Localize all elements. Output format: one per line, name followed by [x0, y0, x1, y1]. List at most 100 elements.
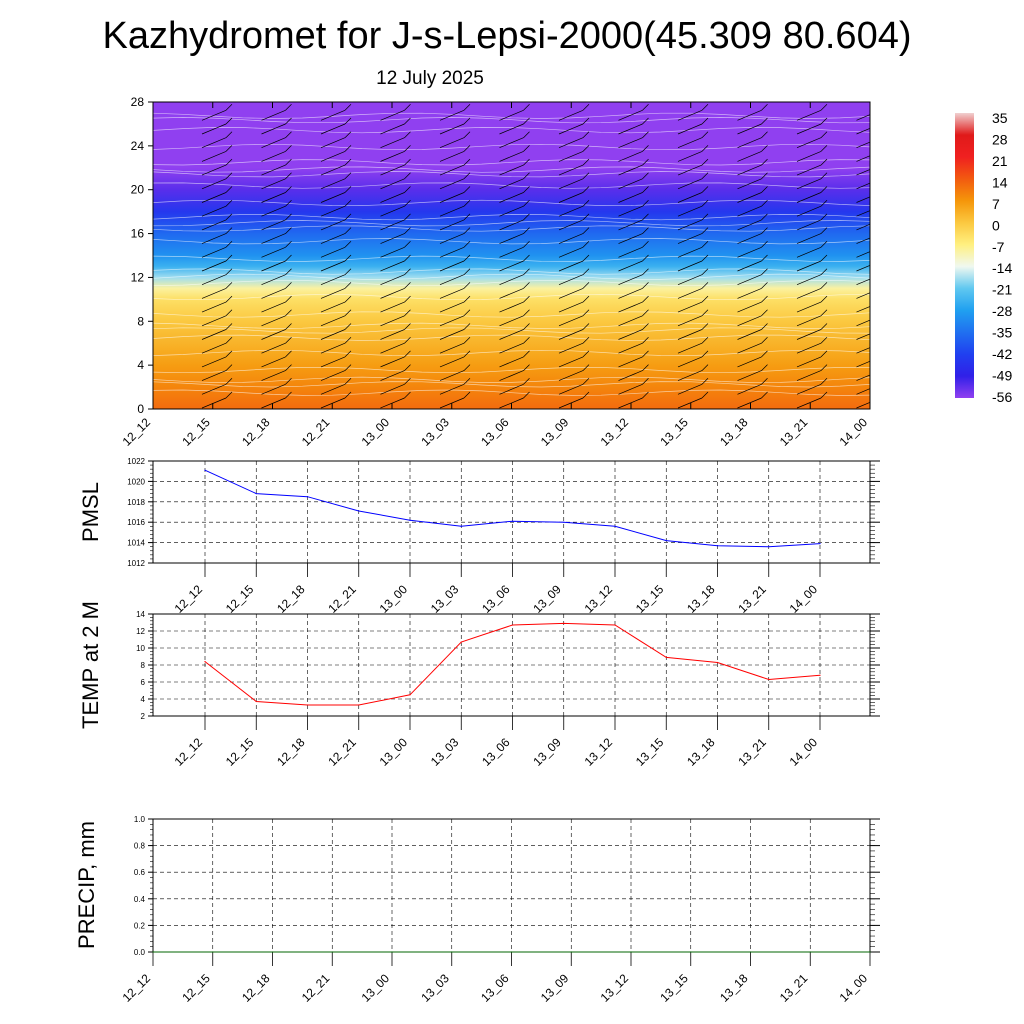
wind-barb-shaft	[558, 246, 584, 258]
wind-barb-shaft	[261, 274, 286, 286]
wind-barb-flag	[701, 323, 709, 330]
y-tick-label: 0	[137, 402, 144, 416]
wind-barb-shaft	[618, 356, 643, 368]
wind-barb-flag	[642, 172, 649, 180]
x-tick-label: 13_09	[538, 971, 572, 1005]
wind-barb-shaft	[380, 274, 405, 286]
wind-barb-flag	[701, 350, 709, 358]
wind-barb-flag	[225, 104, 233, 111]
wind-barb-flag	[344, 227, 352, 234]
wind-barb-flag	[404, 158, 411, 166]
wind-barb-flag	[761, 213, 768, 221]
wind-barb-shaft	[856, 264, 870, 272]
data-point	[869, 951, 871, 953]
x-tick-label: 13_03	[428, 582, 462, 616]
data-point	[819, 543, 821, 545]
wind-barb-flag	[285, 186, 292, 193]
wind-barb-flag	[523, 350, 530, 358]
x-tick-label: 12_21	[299, 971, 333, 1005]
wind-barb-flag	[463, 391, 471, 399]
wind-barb-flag	[582, 186, 590, 193]
wind-barb-shaft	[856, 237, 870, 244]
wind-barb-shaft	[737, 397, 762, 409]
wind-barb-shaft	[201, 342, 227, 354]
wind-barb-flag	[404, 227, 411, 234]
y-tick-label: 0.8	[134, 842, 146, 851]
wind-barb-flag	[642, 282, 649, 289]
wind-barb-flag	[523, 199, 530, 207]
x-tick-label: 12_18	[239, 971, 273, 1005]
wind-barb-shaft	[380, 383, 405, 395]
contour-line	[153, 127, 870, 134]
wind-barb-shaft	[856, 182, 870, 190]
y-tick-label: 0.6	[134, 868, 146, 877]
data-point	[690, 951, 692, 953]
wind-barb-shaft	[201, 274, 227, 286]
wind-barb-shaft	[439, 315, 465, 327]
contour-line	[153, 293, 870, 301]
wind-barb-shaft	[618, 370, 643, 381]
wind-barb-shaft	[380, 288, 405, 299]
data-point	[614, 525, 616, 527]
wind-barb-shaft	[201, 233, 227, 244]
wind-barb-shaft	[320, 383, 346, 395]
wind-barb-flag	[642, 323, 649, 330]
x-tick-label: 13_21	[735, 582, 769, 616]
wind-barb-shaft	[380, 315, 405, 327]
wind-barb-flag	[701, 199, 709, 207]
wind-barb-shaft	[320, 274, 346, 286]
wind-barb-shaft	[558, 370, 584, 381]
wind-barb-flag	[404, 199, 411, 207]
wind-barb-shaft	[558, 178, 584, 190]
wind-barb-shaft	[201, 219, 227, 231]
colorbar-label: -35	[992, 325, 1012, 341]
wind-barb-shaft	[737, 315, 762, 327]
x-tick-label: 13_06	[478, 415, 512, 449]
wind-barb-flag	[881, 296, 887, 302]
wind-barb-flag	[642, 227, 649, 234]
wind-barb-flag	[463, 309, 471, 317]
x-tick-label: 13_00	[359, 415, 393, 449]
wind-barb-shaft	[261, 205, 286, 217]
wind-barb-shaft	[201, 109, 227, 121]
wind-barb-shaft	[856, 278, 870, 286]
wind-barb-shaft	[201, 192, 227, 203]
wind-barb-flag	[285, 391, 292, 399]
wind-barb-shaft	[320, 192, 346, 203]
wind-barb-flag	[701, 131, 709, 138]
data-point	[614, 624, 616, 626]
data-point	[630, 951, 632, 953]
y-tick-label: 1016	[127, 518, 145, 527]
wind-barb-shaft	[558, 274, 584, 286]
contour-line	[153, 199, 870, 206]
contour-line	[153, 376, 870, 383]
x-tick-label: 13_12	[598, 971, 632, 1005]
wind-barb-shaft	[677, 383, 703, 395]
wind-barb-shaft	[320, 219, 346, 231]
wind-barb-shaft	[558, 123, 584, 135]
wind-barb-flag	[820, 391, 828, 399]
x-tick-label: 13_09	[530, 735, 564, 769]
wind-barb-flag	[582, 172, 590, 180]
colorbar-label: -7	[992, 239, 1005, 255]
wind-barb-shaft	[856, 319, 870, 327]
wind-barb-shaft	[320, 329, 346, 340]
wind-barb-shaft	[558, 205, 584, 217]
wind-barb-shaft	[380, 205, 405, 217]
wind-barb-shaft	[856, 114, 870, 121]
x-tick-label: 12_15	[179, 971, 213, 1005]
data-point	[563, 622, 565, 624]
x-tick-label: 13_15	[633, 735, 667, 769]
wind-barb-flag	[404, 172, 411, 180]
wind-barb-flag	[523, 186, 530, 193]
contour-line	[153, 334, 870, 341]
wind-barb-flag	[881, 132, 887, 138]
wind-barb-flag	[642, 350, 649, 358]
wind-barb-flag	[820, 104, 828, 111]
wind-barb-shaft	[439, 192, 465, 203]
wind-barb-flag	[642, 186, 649, 193]
wind-barb-flag	[761, 104, 768, 111]
wind-barb-flag	[344, 323, 352, 330]
wind-barb-shaft	[737, 342, 762, 354]
wind-barb-flag	[820, 295, 828, 303]
